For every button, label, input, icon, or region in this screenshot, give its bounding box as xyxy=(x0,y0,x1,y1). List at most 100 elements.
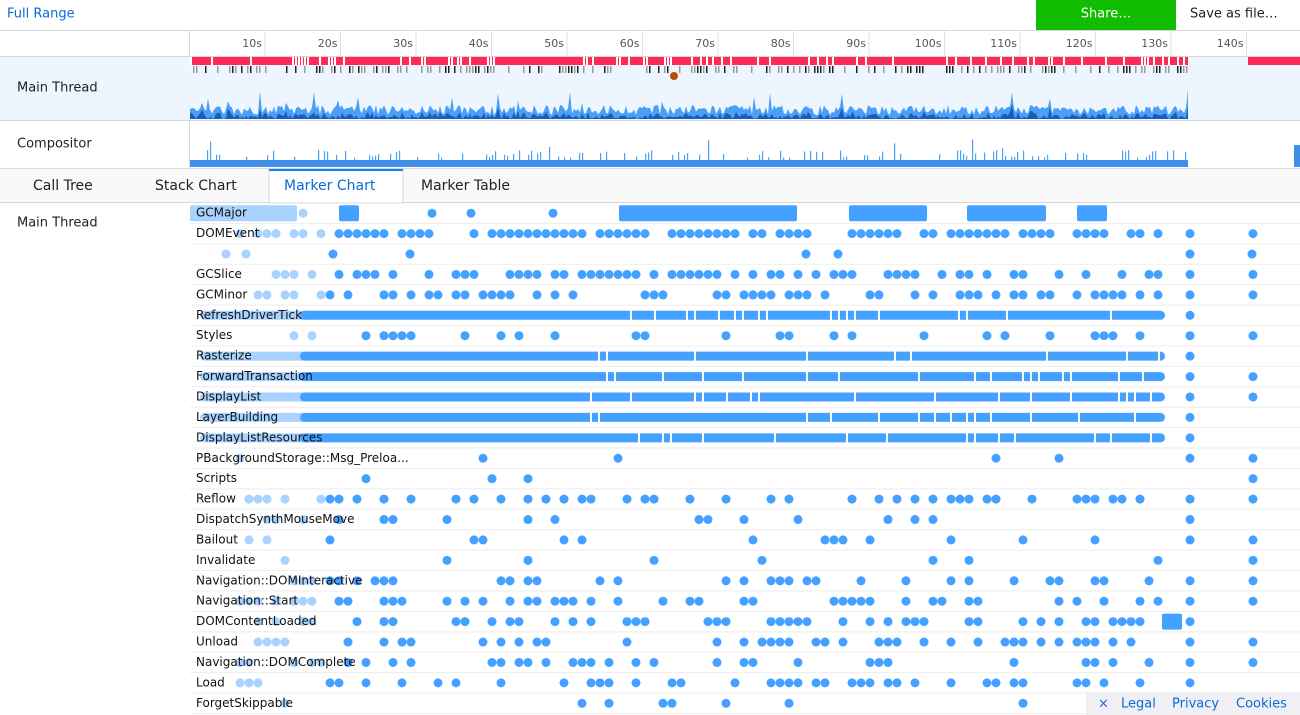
marker xyxy=(865,678,875,688)
marker xyxy=(200,310,310,320)
marker xyxy=(1000,229,1010,239)
marker-gap xyxy=(1158,351,1160,362)
marker xyxy=(910,515,920,525)
sample-tick xyxy=(406,66,408,73)
footer-link[interactable]: Cookies xyxy=(1236,697,1287,712)
marker xyxy=(1162,613,1182,630)
compositor-sample xyxy=(1023,150,1025,160)
marker xyxy=(1144,269,1154,279)
marker-gap xyxy=(758,310,760,321)
marker xyxy=(307,596,317,606)
marker xyxy=(1117,269,1127,279)
marker xyxy=(339,205,359,222)
sample-tick xyxy=(592,66,594,73)
ruler-label: 80s xyxy=(771,37,791,50)
compositor-sample xyxy=(1032,156,1034,160)
marker xyxy=(1185,433,1195,443)
share-label[interactable]: Share… xyxy=(1081,7,1132,22)
marker-row-label: GCMajor xyxy=(196,206,247,220)
compositor-sample xyxy=(324,151,326,160)
sample-tick xyxy=(907,66,909,73)
compositor-sample xyxy=(1122,150,1124,160)
marker xyxy=(1000,331,1010,341)
marker xyxy=(280,555,290,565)
sample-tick xyxy=(874,66,876,73)
marker xyxy=(1090,576,1100,586)
marker xyxy=(379,637,389,647)
marker-gap xyxy=(1006,310,1008,321)
marker xyxy=(541,229,551,239)
marker xyxy=(631,269,641,279)
footer-close[interactable]: × xyxy=(1098,697,1109,712)
marker xyxy=(1045,576,1055,586)
tab[interactable]: Call Tree xyxy=(33,178,93,194)
marker xyxy=(901,269,911,279)
marker xyxy=(244,494,254,504)
marker xyxy=(1185,372,1195,382)
tab[interactable]: Stack Chart xyxy=(155,178,237,194)
compositor-sample xyxy=(273,150,275,160)
sample-tick xyxy=(883,66,885,73)
marker xyxy=(991,229,1001,239)
marker xyxy=(451,617,461,627)
marker xyxy=(1018,617,1028,627)
marker xyxy=(487,657,497,667)
marker xyxy=(1009,576,1019,586)
compositor-sample xyxy=(1152,151,1154,160)
marker xyxy=(550,515,560,525)
marker xyxy=(883,678,893,688)
tab[interactable]: Marker Chart xyxy=(284,178,376,194)
marker xyxy=(964,290,974,300)
sample-tick xyxy=(427,66,429,73)
marker-gap xyxy=(878,412,880,423)
sample-tick xyxy=(1129,66,1131,73)
marker-row-label: Reflow xyxy=(196,492,236,506)
save-button[interactable]: Save as file… xyxy=(1190,7,1278,22)
strip-gap xyxy=(1141,57,1143,65)
strip-gap xyxy=(583,57,585,65)
marker xyxy=(619,205,797,222)
footer-link[interactable]: Legal xyxy=(1121,697,1156,712)
marker xyxy=(424,290,434,300)
share-button[interactable] xyxy=(1036,0,1176,30)
marker xyxy=(1135,331,1145,341)
marker-row-label: Styles xyxy=(196,328,232,342)
footer-link[interactable]: Privacy xyxy=(1172,697,1219,712)
sample-tick xyxy=(538,66,540,73)
marker xyxy=(964,576,974,586)
marker xyxy=(901,596,911,606)
marker-dot xyxy=(670,72,678,80)
marker xyxy=(379,515,389,525)
marker xyxy=(505,269,515,279)
marker xyxy=(1126,617,1136,627)
marker xyxy=(1248,494,1258,504)
marker xyxy=(631,229,641,239)
tab[interactable]: Marker Table xyxy=(421,178,510,194)
strip-gap xyxy=(664,57,666,65)
marker xyxy=(685,229,695,239)
marker xyxy=(496,637,506,647)
ruler-label: 110s xyxy=(990,37,1017,50)
compositor-sample xyxy=(558,156,560,160)
marker xyxy=(361,331,371,341)
marker xyxy=(466,208,476,218)
marker xyxy=(694,269,704,279)
sample-tick xyxy=(217,66,219,73)
marker xyxy=(856,576,866,586)
marker xyxy=(316,657,326,667)
compositor-sample xyxy=(762,151,764,160)
compositor-sample xyxy=(780,150,782,160)
marker xyxy=(289,331,299,341)
marker xyxy=(577,698,587,708)
marker xyxy=(874,290,884,300)
sample-tick xyxy=(460,66,462,73)
marker xyxy=(775,331,785,341)
marker-gap xyxy=(838,371,840,382)
marker xyxy=(1153,596,1163,606)
marker-gap xyxy=(1150,432,1152,443)
marker xyxy=(460,617,470,627)
range-button[interactable]: Full Range xyxy=(7,7,75,22)
marker xyxy=(1009,637,1019,647)
marker xyxy=(300,351,1165,361)
marker xyxy=(478,637,488,647)
